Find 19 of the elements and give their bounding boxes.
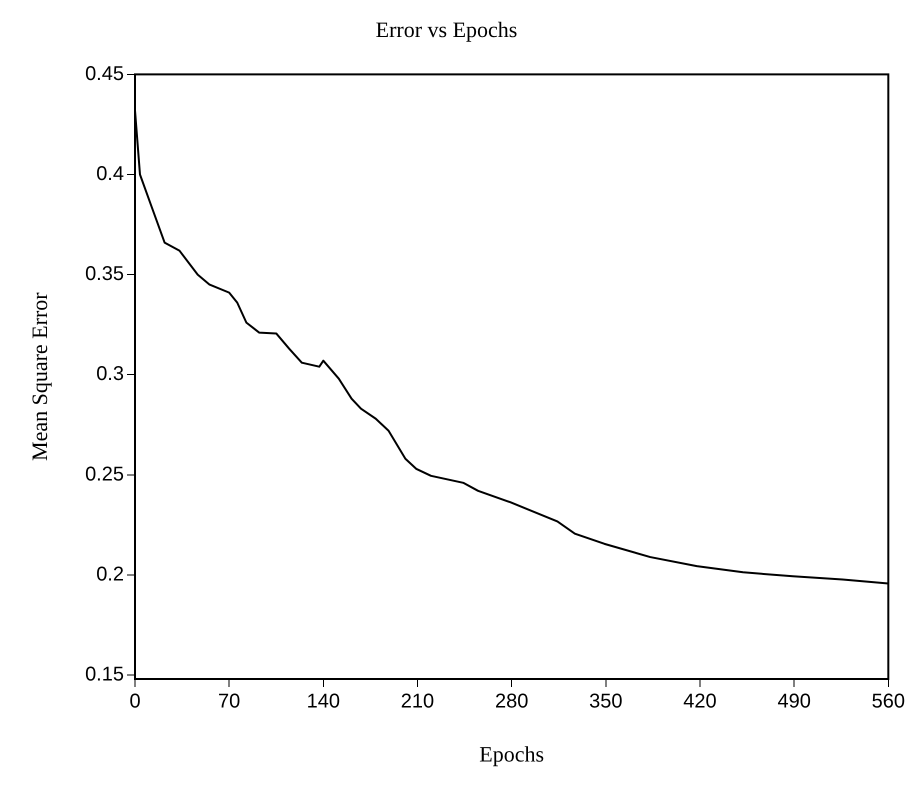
- x-tick-label: 560: [872, 690, 906, 713]
- x-tick-label: 350: [589, 690, 623, 713]
- x-tick-label: 280: [494, 690, 528, 713]
- y-tick-label: 0.45: [85, 62, 124, 85]
- y-tick-label: 0.35: [85, 263, 124, 286]
- x-tick-label: 0: [129, 690, 141, 713]
- x-tick-label: 210: [400, 690, 434, 713]
- x-tick-label: 70: [218, 690, 240, 713]
- chart-title: Error vs Epochs: [376, 16, 518, 42]
- x-tick-label: 420: [683, 690, 717, 713]
- x-axis-title: Epochs: [479, 742, 544, 767]
- x-tick-label: 140: [306, 690, 340, 713]
- y-tick-label: 0.3: [96, 363, 124, 386]
- x-tick-label: 490: [777, 690, 811, 713]
- y-tick-label: 0.25: [85, 463, 124, 486]
- y-tick-label: 0.2: [96, 563, 124, 586]
- y-tick-label: 0.4: [96, 163, 124, 186]
- y-tick-label: 0.15: [85, 664, 124, 686]
- y-axis-title: Mean Square Error: [26, 292, 52, 462]
